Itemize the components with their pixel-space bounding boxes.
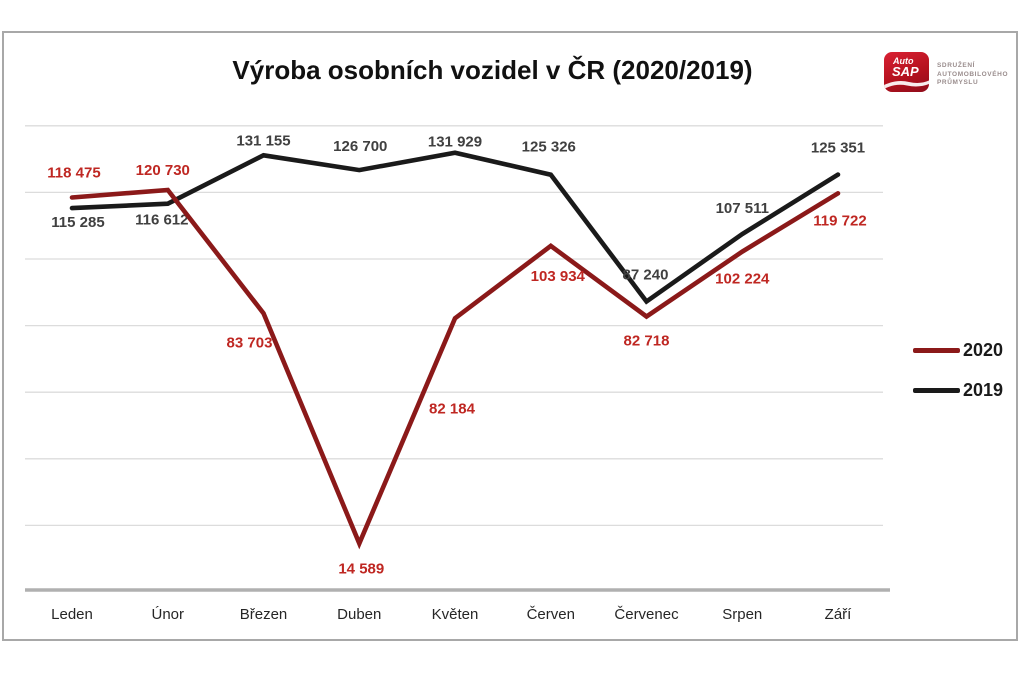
data-label-2019: 131 155 [236, 132, 290, 149]
x-axis-label: Leden [51, 606, 93, 623]
data-label-2019: 125 351 [811, 140, 865, 157]
x-axis-label: Srpen [722, 606, 763, 623]
data-label-2019: 107 511 [716, 200, 769, 217]
logo-brand-top: Auto [893, 56, 914, 66]
data-label-2019: 125 326 [522, 139, 576, 156]
x-axis-label: Červen [526, 606, 575, 623]
legend-swatch-2019 [913, 387, 960, 393]
logo-brand-bottom: SAP [892, 64, 919, 79]
legend-label-2020: 2020 [963, 339, 1004, 360]
autosap-logo-icon: Auto SAP [884, 52, 929, 92]
chart-title: Výroba osobních vozidel v ČR (2020/2019) [232, 55, 753, 85]
legend-label-2019: 2019 [963, 379, 1004, 400]
chart-frame [2, 31, 1018, 641]
data-label-2019: 115 285 [51, 214, 104, 231]
x-axis-label: Únor [151, 606, 184, 623]
line-2020 [69, 187, 841, 550]
data-label-2020: 83 703 [227, 334, 273, 351]
logo-org-line: průmyslu [937, 79, 979, 86]
data-label-2020: 118 475 [47, 165, 100, 182]
logo-org-line: Sdružení [937, 62, 976, 69]
logo-org-name: Sdružení automobilového průmyslu [937, 52, 1008, 88]
autosap-logo: Auto SAP Sdružení automobilového průmysl… [884, 52, 1008, 92]
data-label-2019: 131 929 [428, 134, 482, 151]
legend-item-2019: 2019 [913, 378, 1003, 402]
line-2019 [69, 150, 841, 305]
x-axis-label: Květen [431, 606, 479, 623]
data-label-2020: 14 589 [338, 560, 384, 577]
data-label-2020: 102 224 [715, 271, 770, 288]
data-label-2020: 82 718 [624, 333, 670, 350]
legend-swatch-2020 [913, 347, 960, 353]
x-axis-label: Duben [337, 606, 382, 623]
logo-swoosh-icon [884, 80, 929, 89]
data-label-2020: 103 934 [531, 268, 586, 285]
x-axis-label: Březen [239, 606, 288, 623]
data-label-2019: 87 240 [623, 267, 669, 284]
x-axis-label: Červenec [614, 606, 679, 623]
data-label-2020: 82 184 [429, 400, 476, 417]
data-label-2019: 126 700 [333, 138, 387, 155]
logo-org-line: automobilového [937, 70, 1009, 78]
data-label-2020: 120 730 [136, 162, 190, 179]
legend: 2020 2019 [913, 338, 1003, 418]
x-axis-label: Září [824, 606, 852, 623]
data-label-2020: 119 722 [813, 212, 866, 229]
data-label-2019: 116 612 [135, 212, 188, 229]
legend-item-2020: 2020 [913, 338, 1003, 362]
